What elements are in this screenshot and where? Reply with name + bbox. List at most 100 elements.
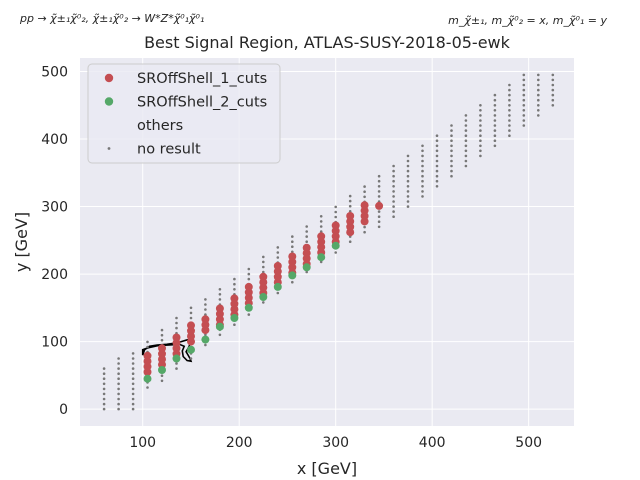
no-result-point (305, 235, 309, 238)
no-result-point (131, 372, 135, 376)
sroffshell-2-cuts-point (215, 322, 224, 331)
points-layer (102, 73, 555, 411)
no-result-point (319, 215, 323, 218)
no-result-point (522, 109, 526, 112)
no-result-point (160, 374, 164, 378)
y-tick-label: 300 (41, 200, 68, 216)
no-result-point (464, 154, 468, 158)
no-result-point (392, 210, 395, 213)
no-result-point (233, 277, 236, 281)
no-result-point (435, 159, 439, 163)
no-result-point (291, 240, 294, 243)
no-result-point (406, 164, 410, 168)
no-result-point (537, 73, 540, 77)
no-result-point (435, 185, 439, 188)
no-result-point (377, 190, 381, 193)
no-result-point (131, 397, 135, 401)
no-result-point (450, 174, 453, 178)
no-result-point (493, 144, 497, 148)
legend: SROffShell_1_cuts SROffShell_2_cutsothers… (87, 63, 281, 164)
no-result-point (262, 265, 265, 269)
no-result-point (479, 129, 482, 132)
no-result-point (204, 333, 207, 337)
no-result-point (551, 73, 555, 77)
no-result-point (377, 179, 381, 183)
sroffshell-1-cuts-point (201, 315, 210, 324)
no-result-point (218, 298, 222, 301)
no-result-point (131, 367, 135, 370)
x-tick-label: 200 (226, 435, 253, 451)
no-result-point (508, 88, 511, 92)
no-result-point (305, 240, 309, 243)
no-result-point (102, 377, 106, 381)
no-result-point (392, 164, 395, 168)
process-annotation: pp → χ̃±₁χ̃⁰₂, χ̃±₁χ̃⁰₂ → W*Z*χ̃⁰₁χ̃⁰₁ (19, 12, 204, 25)
no-result-point (247, 313, 251, 316)
no-result-point (406, 200, 410, 203)
no-result-point (276, 256, 280, 259)
no-result-point (334, 205, 338, 209)
no-result-point (131, 357, 135, 360)
legend-frame (87, 63, 281, 164)
no-result-point (537, 114, 540, 117)
sroffshell-2-cuts-point (331, 241, 340, 250)
no-result-point (131, 362, 135, 365)
no-result-point (175, 362, 178, 365)
no-result-point (421, 154, 424, 158)
no-result-point (175, 367, 178, 370)
no-result-point (160, 328, 164, 332)
no-result-point (421, 164, 424, 168)
no-result-point (233, 288, 236, 291)
no-result-point (406, 169, 410, 173)
no-result-point (319, 260, 323, 264)
sroffshell-2-cuts-point (158, 366, 166, 374)
no-result-point (479, 149, 482, 153)
no-result-point (146, 345, 149, 349)
no-result-point (537, 93, 540, 97)
no-result-point (233, 282, 236, 286)
no-result-point (131, 377, 135, 381)
no-result-point (450, 144, 453, 148)
legend-label: others (137, 118, 183, 134)
no-result-point (551, 104, 555, 107)
no-result-point (247, 277, 251, 281)
no-result-point (146, 340, 149, 344)
no-result-point (160, 333, 164, 337)
no-result-point (131, 352, 135, 355)
no-result-point (392, 169, 395, 173)
no-result-point (464, 129, 468, 132)
legend-marker (104, 73, 114, 83)
no-result-point (291, 235, 294, 238)
no-result-point (377, 225, 381, 229)
sroffshell-1-cuts-point (187, 321, 195, 330)
no-result-point (522, 93, 526, 97)
no-result-point (305, 270, 309, 274)
no-result-point (319, 230, 323, 233)
no-result-point (479, 134, 482, 137)
no-result-point (479, 114, 482, 117)
sroffshell-2-cuts-point (143, 374, 152, 383)
no-result-point (464, 144, 468, 148)
no-result-point (334, 251, 338, 254)
no-result-point (131, 392, 135, 396)
sroffshell-2-cuts-point (288, 271, 297, 280)
no-result-point (348, 199, 352, 203)
sroffshell-2-cuts-point (201, 335, 210, 344)
no-result-point (363, 185, 366, 188)
no-result-point (493, 98, 497, 102)
no-result-point (493, 119, 497, 122)
no-result-point (479, 154, 482, 158)
x-tick-label: 400 (419, 435, 446, 451)
no-result-point (421, 149, 424, 153)
no-result-point (189, 357, 193, 360)
no-result-point (435, 144, 439, 148)
no-result-point (102, 382, 106, 386)
no-result-point (421, 144, 424, 148)
no-result-point (363, 195, 366, 199)
no-result-point (421, 169, 424, 173)
no-result-point (276, 246, 280, 249)
no-result-point (276, 291, 280, 295)
no-result-point (435, 169, 439, 173)
no-result-point (479, 119, 482, 122)
